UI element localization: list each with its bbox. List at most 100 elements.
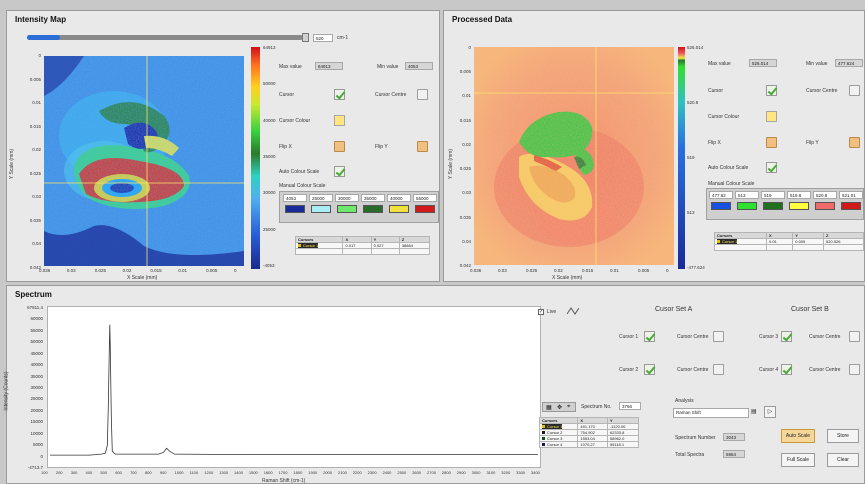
set-a-cursor-centre1-button[interactable] [713, 331, 724, 342]
processed-cursor-checkbox[interactable] [766, 85, 777, 96]
processed-cursor-centre-button[interactable] [849, 85, 860, 96]
processed-manual-colour-box-2[interactable] [763, 202, 783, 210]
spectrum-line [50, 324, 538, 456]
y-tick-label: 10000 [30, 430, 43, 436]
processed-flip-y-label: Flip Y [806, 140, 819, 146]
processed-manual-value-5[interactable]: 521.01 [839, 191, 863, 199]
intensity-cursor-table[interactable]: Cursors X Y Z Cursor 1 0.017 0.027 38864 [294, 236, 431, 255]
x-tick-label: 3300 [516, 470, 526, 475]
processed-flip-x-button[interactable] [766, 137, 777, 148]
x-tick-label: 1300 [219, 470, 229, 475]
analysis-run-button[interactable]: ▷ [764, 406, 776, 418]
set-b-cursor-centre3-button[interactable] [849, 331, 860, 342]
processed-flip-y-button[interactable] [849, 137, 860, 148]
processed-manual-colour-box-4[interactable] [815, 202, 835, 210]
pan-icon[interactable]: ✥ [557, 405, 563, 411]
y-tick-label: 55000 [30, 327, 43, 333]
intensity-manual-colour-box-2[interactable] [337, 205, 357, 213]
x-tick-label: 2900 [456, 470, 466, 475]
y-tick-label: 0.01 [32, 100, 41, 106]
y-tick-label: 0.01 [462, 93, 471, 99]
y-tick-label: 0.015 [459, 117, 471, 123]
y-tick-label: 0.015 [29, 123, 41, 129]
intensity-manual-value-3[interactable]: 35000 [361, 194, 385, 202]
set-a-cursor1-checkbox[interactable] [644, 331, 655, 342]
y-tick-label: 0.025 [29, 170, 41, 176]
processed-manual-colour-box-0[interactable] [711, 202, 731, 210]
intensity-map-image[interactable] [44, 56, 244, 266]
slider-fill [27, 35, 61, 40]
processed-manual-value-4[interactable]: 520.8 [813, 191, 837, 199]
x-tick-label: 0 [234, 268, 237, 273]
set-b-cursor4-checkbox[interactable] [781, 364, 792, 375]
intensity-manual-colour-box-4[interactable] [389, 205, 409, 213]
intensity-flip-y-button[interactable] [417, 141, 428, 152]
slider-value-field[interactable]: 520 [313, 34, 333, 42]
y-tick-label: 25000 [30, 396, 43, 402]
intensity-cursor-colour-swatch[interactable] [334, 115, 345, 126]
store-button[interactable]: Store [827, 429, 859, 443]
analysis-select[interactable]: Raman Shift [673, 408, 749, 418]
intensity-manual-colour-box-0[interactable] [285, 205, 305, 213]
x-tick-label: 0.036 [470, 268, 482, 273]
processed-map-image[interactable] [474, 47, 674, 265]
spectrum-no-value[interactable]: 3766 [619, 402, 641, 410]
peak-icon[interactable] [566, 307, 580, 315]
processed-manual-value-3[interactable]: 519.8 [787, 191, 811, 199]
y-tick-label: 30000 [30, 385, 43, 390]
intensity-cursor-checkbox[interactable] [334, 89, 345, 100]
intensity-manual-value-1[interactable]: 25000 [309, 194, 333, 202]
zoom-icon[interactable]: ▦ [546, 405, 552, 411]
x-tick-label: 0.03 [66, 268, 76, 273]
set-a-cursor-centre1-label: Cursor Centre [677, 334, 709, 340]
set-a-cursor1-label: Cursor 1 [619, 334, 639, 340]
slider-knob[interactable] [302, 33, 309, 42]
set-b-cursor3-checkbox[interactable] [781, 331, 792, 342]
intensity-cursor-centre-label: Cursor Centre [375, 92, 407, 98]
scale-tick-label: -477.624 [687, 265, 705, 270]
spectrum-cursor-table[interactable]: Cursors X Y Cursor 1 491.170 -1120.00 Cursor… [538, 417, 640, 448]
x-tick-label: 2800 [441, 470, 451, 475]
set-a-cursor2-checkbox[interactable] [644, 364, 655, 375]
processed-cursor-colour-label: Cursor Colour [708, 114, 740, 120]
processed-cursor-colour-swatch[interactable] [766, 111, 777, 122]
x-tick-label: 0.005 [206, 268, 218, 273]
processed-manual-value-1[interactable]: 513 [735, 191, 759, 199]
x-tick-label: 1000 [174, 470, 184, 475]
x-tick-label: 1600 [263, 470, 273, 475]
total-spectra-value: 5964 [723, 450, 745, 458]
intensity-manual-value-4[interactable]: 40000 [387, 194, 411, 202]
processed-auto-colour-checkbox[interactable] [766, 162, 777, 173]
processed-manual-value-0[interactable]: 477.62 [709, 191, 733, 199]
intensity-manual-colour-box-5[interactable] [415, 205, 435, 213]
full-scale-button[interactable]: Full Scale [781, 453, 815, 467]
analysis-dropdown-icon[interactable]: ▤ [751, 409, 757, 415]
processed-manual-colour-box-3[interactable] [789, 202, 809, 210]
intensity-manual-value-2[interactable]: 30000 [335, 194, 359, 202]
processed-cursor-table[interactable]: Cursors X Y Z Cursor 1 0.01 0.005 520.526 [714, 232, 864, 251]
processed-manual-value-2[interactable]: 519 [761, 191, 785, 199]
scale-tick-label: 25000 [263, 226, 276, 232]
y-tick-label: 5000 [32, 442, 43, 448]
intensity-manual-colour-box-1[interactable] [311, 205, 331, 213]
cursor-tool-icon[interactable]: ⌖ [567, 404, 571, 410]
intensity-auto-colour-checkbox[interactable] [334, 166, 345, 177]
raman-shift-slider[interactable] [27, 35, 303, 40]
spectrum-plot[interactable] [47, 306, 541, 468]
intensity-manual-value-0[interactable]: 4053 [283, 194, 307, 202]
processed-manual-colour-box-5[interactable] [841, 202, 861, 210]
x-tick-label: 0.02 [122, 268, 132, 273]
intensity-manual-colour-box-3[interactable] [363, 205, 383, 213]
clear-button[interactable]: Clear [827, 453, 859, 467]
processed-x-label: X Scale (mm) [552, 275, 583, 281]
auto-scale-button[interactable]: Auto Scale [781, 429, 815, 443]
x-tick-label: 0.025 [526, 268, 538, 273]
set-a-cursor-centre2-button[interactable] [713, 364, 724, 375]
set-b-cursor-centre4-button[interactable] [849, 364, 860, 375]
live-checkbox[interactable]: ✓ [538, 309, 544, 315]
intensity-cursor-centre-button[interactable] [417, 89, 428, 100]
processed-manual-colour-box-1[interactable] [737, 202, 757, 210]
plot-tool-palette[interactable]: ▦ ✥ ⌖ [542, 402, 576, 412]
intensity-manual-value-5[interactable]: 55000 [413, 194, 437, 202]
intensity-flip-x-button[interactable] [334, 141, 345, 152]
